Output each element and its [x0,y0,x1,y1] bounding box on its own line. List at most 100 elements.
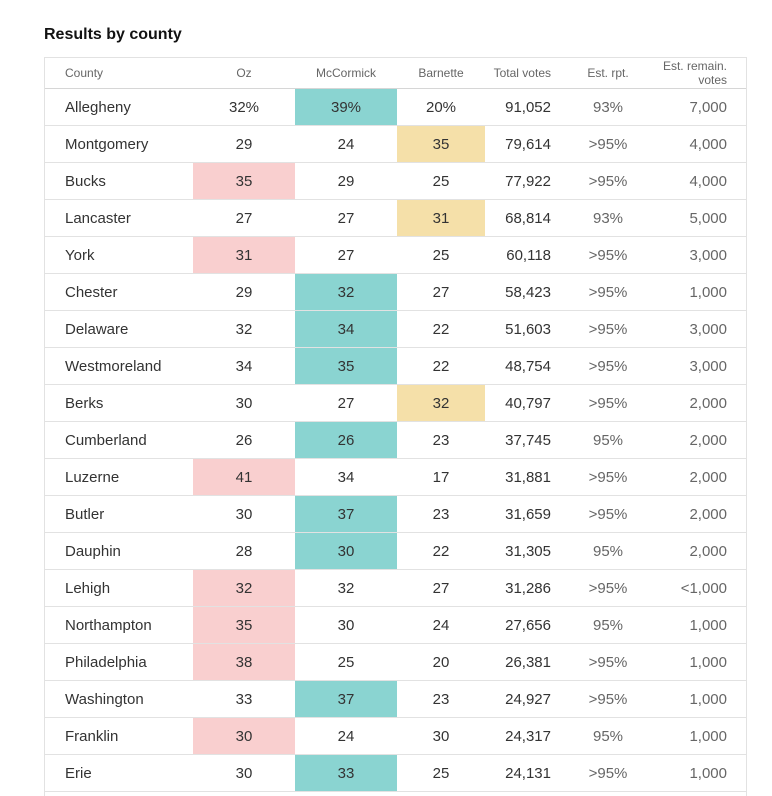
section-title: Results by county [44,26,182,43]
est-remain-votes-cell: 2,000 [645,421,746,459]
mccormick-cell: 32 [295,273,397,311]
table-row: Berks 30 27 32 40,797 >95% 2,000 [45,384,746,422]
mccormick-cell: 37 [295,495,397,533]
est-rpt-cell: 95% [571,421,645,459]
est-rpt-cell: >95% [571,680,645,718]
est-rpt-cell: >95% [571,458,645,496]
table-row: Northampton 35 30 24 27,656 95% 1,000 [45,606,746,644]
county-cell: Chester [45,273,193,311]
mccormick-cell: 30 [295,532,397,570]
county-cell: Luzerne [45,458,193,496]
total-votes-cell: 26,381 [485,643,571,681]
county-cell: Northampton [45,606,193,644]
est-rpt-cell: >95% [571,495,645,533]
total-votes-cell: 24,131 [485,754,571,792]
oz-cell: 28 [193,532,295,570]
mccormick-cell: 29 [295,162,397,200]
county-cell: Allegheny [45,88,193,126]
est-remain-votes-cell: 1,000 [645,643,746,681]
est-remain-votes-cell: 2,000 [645,384,746,422]
county-cell: Erie [45,754,193,792]
table-row: Erie 30 33 25 24,131 >95% 1,000 [45,754,746,792]
mccormick-cell: 25 [295,643,397,681]
est-remain-votes-cell: 3,000 [645,310,746,348]
mccormick-cell: 35 [295,347,397,385]
oz-cell: 35 [193,606,295,644]
barnette-cell: 23 [397,680,485,718]
oz-cell: 38 [193,643,295,681]
table-row: York 31 27 25 60,118 >95% 3,000 [45,236,746,274]
county-cell: Lancaster [45,199,193,237]
county-cell: Washington [45,680,193,718]
est-remain-votes-cell: 2,000 [645,495,746,533]
county-cell: York [45,236,193,274]
county-cell: Philadelphia [45,643,193,681]
table-row: Philadelphia 38 25 20 26,381 >95% 1,000 [45,643,746,681]
column-header-county[interactable]: County [45,58,193,89]
barnette-cell: 22 [397,347,485,385]
total-votes-cell: 60,118 [485,236,571,274]
oz-cell: 29 [193,273,295,311]
oz-cell: 29 [193,125,295,163]
mccormick-cell: 27 [295,199,397,237]
county-cell: Franklin [45,717,193,755]
barnette-cell: 23 [397,421,485,459]
column-header-mccormick[interactable]: McCormick [295,58,397,89]
oz-cell: 30 [193,384,295,422]
est-rpt-cell: 93% [571,88,645,126]
mccormick-cell: 24 [295,717,397,755]
oz-cell: 33 [193,680,295,718]
county-cell: Bucks [45,162,193,200]
column-header-barnette[interactable]: Barnette [397,58,485,89]
barnette-cell: 30 [397,717,485,755]
est-remain-votes-cell: 1,000 [645,273,746,311]
oz-cell: 32 [193,569,295,607]
barnette-cell: 25 [397,236,485,274]
barnette-cell: 23 [397,495,485,533]
total-votes-cell: 48,754 [485,347,571,385]
oz-cell: 32% [193,88,295,126]
table-row: Butler 30 37 23 31,659 >95% 2,000 [45,495,746,533]
est-remain-votes-cell: 3,000 [645,347,746,385]
county-cell: Delaware [45,310,193,348]
total-votes-cell: 51,603 [485,310,571,348]
county-cell: Lehigh [45,569,193,607]
total-votes-cell: 79,614 [485,125,571,163]
oz-cell: 26 [193,421,295,459]
mccormick-cell: 34 [295,310,397,348]
est-remain-votes-cell: 3,000 [645,236,746,274]
oz-cell: 34 [193,347,295,385]
est-rpt-cell: >95% [571,162,645,200]
column-header-oz[interactable]: Oz [193,58,295,89]
table-row: Westmoreland 34 35 22 48,754 >95% 3,000 [45,347,746,385]
mccormick-cell: 34 [295,458,397,496]
total-votes-cell: 91,052 [485,88,571,126]
table-row: Bucks 35 29 25 77,922 >95% 4,000 [45,162,746,200]
est-rpt-cell: >95% [571,754,645,792]
est-remain-votes-cell: 1,000 [645,606,746,644]
county-cell: Cumberland [45,421,193,459]
est-remain-votes-cell: 1,000 [645,754,746,792]
total-votes-cell: 58,423 [485,273,571,311]
table-row: Cumberland 26 26 23 37,745 95% 2,000 [45,421,746,459]
column-header-total-votes[interactable]: Total votes [485,58,571,89]
header-row: County Oz McCormick Barnette Total votes… [45,58,746,89]
column-header-est-rpt[interactable]: Est. rpt. [571,58,645,89]
est-rpt-cell: 95% [571,532,645,570]
est-rpt-cell: >95% [571,569,645,607]
table-row: Allegheny 32% 39% 20% 91,052 93% 7,000 [45,88,746,126]
column-header-est-remain-votes[interactable]: Est. remain. votes [645,58,746,89]
total-votes-cell: 31,305 [485,532,571,570]
est-rpt-cell: >95% [571,643,645,681]
total-votes-cell: 24,317 [485,717,571,755]
est-remain-votes-cell: <1,000 [645,569,746,607]
est-rpt-cell: 95% [571,606,645,644]
table-row: Lehigh 32 32 27 31,286 >95% <1,000 [45,569,746,607]
barnette-cell: 20 [397,643,485,681]
oz-cell: 27 [193,199,295,237]
oz-cell: 30 [193,495,295,533]
oz-cell: 30 [193,754,295,792]
barnette-cell: 17 [397,458,485,496]
est-remain-votes-cell: 2,000 [645,458,746,496]
